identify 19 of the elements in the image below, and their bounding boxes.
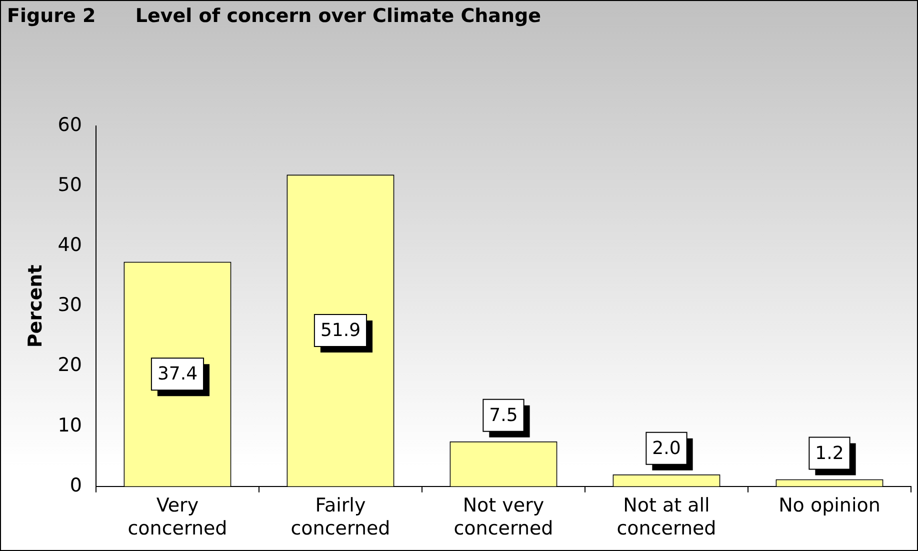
y-tick-label: 60 xyxy=(58,114,82,136)
x-tick-label: Not very concerned xyxy=(454,494,554,540)
y-tick-label: 0 xyxy=(70,474,82,496)
data-label: 37.4 xyxy=(157,364,198,385)
data-label: 2.0 xyxy=(652,438,681,460)
y-tick-label: 30 xyxy=(58,294,82,316)
x-tick-label: Not at all concerned xyxy=(616,494,716,540)
chart-title: Figure 2 Level of concern over Climate Change xyxy=(7,5,542,27)
y-tick-label: 10 xyxy=(58,414,82,436)
data-label: 51.9 xyxy=(320,320,361,342)
y-tick-label: 20 xyxy=(58,354,82,376)
y-tick-label: 40 xyxy=(58,234,82,256)
x-tick-label: Fairly concerned xyxy=(290,494,390,540)
data-label: 1.2 xyxy=(815,442,844,464)
y-axis-title: Percent xyxy=(24,264,46,348)
y-tick-label: 50 xyxy=(58,174,82,196)
x-tick-label: Very concerned xyxy=(128,494,228,540)
data-label: 7.5 xyxy=(489,405,518,426)
x-tick-label: No opinion xyxy=(778,494,880,517)
